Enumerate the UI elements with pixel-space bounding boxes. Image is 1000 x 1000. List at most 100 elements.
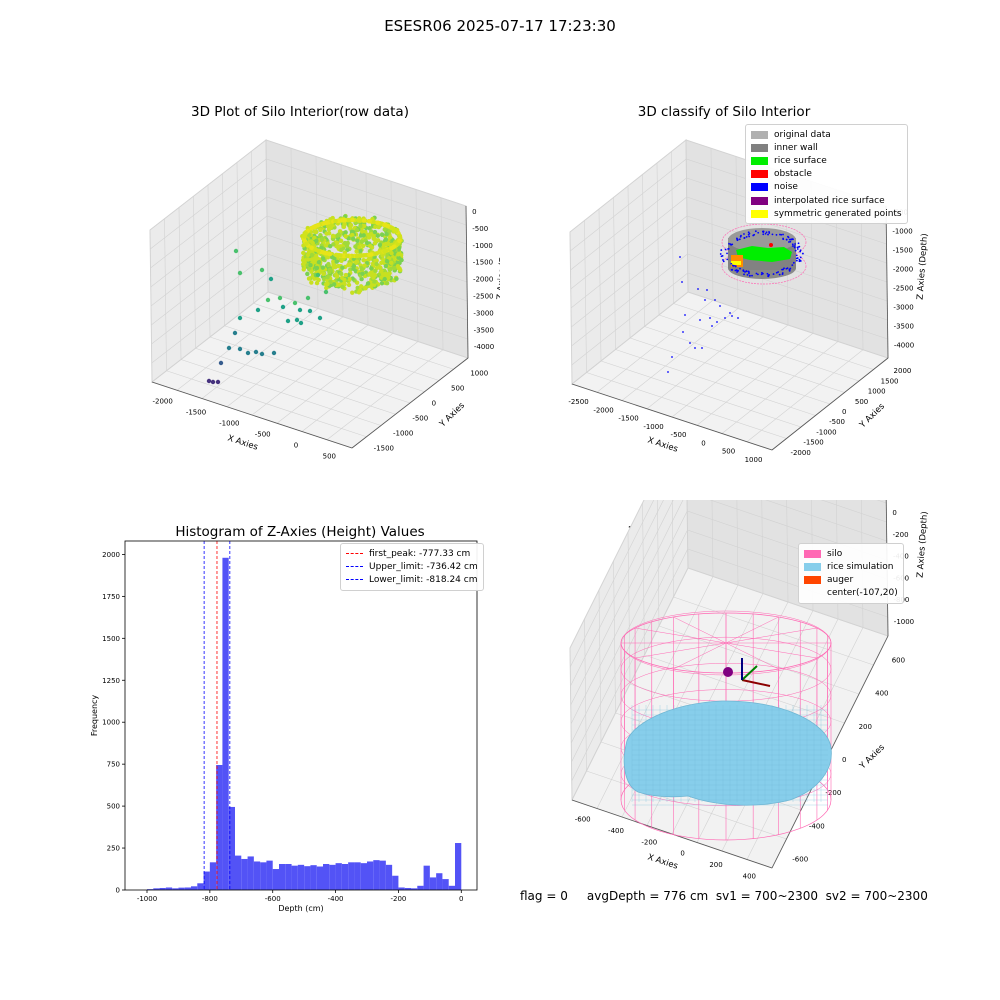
grid-line	[570, 500, 887, 706]
noise-point	[751, 274, 753, 277]
noise-point	[735, 269, 738, 271]
data-point	[367, 219, 372, 224]
data-point	[396, 255, 401, 260]
data-point	[309, 245, 314, 250]
z-tick-label: -3500	[894, 323, 914, 331]
data-point	[339, 271, 344, 277]
noise-point	[755, 272, 758, 275]
legend-entry: silo	[804, 547, 898, 560]
legend-label: rice surface	[774, 155, 827, 166]
data-point	[342, 222, 347, 227]
histogram-bar	[436, 873, 443, 890]
y-tick-label: 1000	[868, 388, 886, 396]
y-tick-label: 400	[875, 690, 888, 698]
noise-point	[740, 234, 742, 237]
legend-label: interpolated rice surface	[774, 195, 885, 206]
x-tick-label: -1500	[618, 415, 638, 423]
data-point	[350, 290, 355, 295]
data-point	[392, 266, 397, 271]
panel2-legend: original data inner wall rice surface ob…	[745, 124, 908, 225]
data-point	[350, 217, 355, 223]
data-point	[382, 227, 387, 232]
x-axis-label: X Axies	[646, 852, 679, 871]
data-point	[259, 267, 265, 273]
data-point	[301, 262, 307, 267]
data-point	[331, 233, 336, 239]
noise-point	[787, 236, 790, 239]
histogram-bar	[266, 860, 273, 890]
histogram-bar	[165, 887, 173, 890]
x-tick-label: 0	[701, 439, 705, 447]
y-tick-label: -500	[829, 418, 845, 426]
data-point	[387, 235, 393, 240]
data-point	[307, 308, 313, 314]
noise-point	[722, 259, 724, 261]
histogram-bar	[272, 869, 279, 890]
y-tick-label: 500	[855, 398, 868, 406]
histogram-bar	[235, 855, 242, 890]
y-tick-label: 0	[432, 400, 436, 408]
data-point	[305, 257, 311, 262]
noise-point	[792, 261, 795, 264]
noise-point	[689, 342, 691, 344]
x-tick-label: -600	[575, 816, 591, 824]
noise-point	[757, 231, 760, 234]
histogram-bar	[209, 862, 217, 890]
x-tick-label: 500	[722, 448, 735, 456]
histogram-bar	[341, 863, 349, 890]
rice-simulation-surface	[623, 700, 832, 806]
y-tick-label: 2000	[102, 551, 120, 559]
z-tick-label: -1500	[893, 247, 913, 255]
noise-point	[794, 249, 797, 252]
data-point	[305, 295, 311, 301]
data-point	[387, 267, 393, 272]
grid-line	[642, 174, 645, 327]
data-point	[372, 272, 378, 278]
legend-entry: interpolated rice surface	[751, 194, 902, 207]
y-tick-label: 1750	[102, 593, 120, 601]
noise-point	[765, 231, 768, 234]
data-point	[338, 244, 343, 249]
histogram-bar	[241, 858, 248, 890]
noise-point	[729, 312, 731, 314]
z-tick-label: -3500	[474, 326, 494, 334]
legend-label: first_peak: -777.33 cm	[369, 548, 471, 559]
data-point	[356, 244, 362, 250]
grid-line	[570, 500, 888, 725]
histogram-bar	[442, 879, 449, 890]
data-point	[324, 251, 329, 256]
data-point	[359, 229, 365, 234]
histogram-bar	[385, 864, 393, 890]
noise-point	[720, 249, 723, 251]
histogram-bar	[423, 865, 430, 890]
legend-entry: original data	[751, 128, 902, 141]
swatch-inner-wall	[751, 143, 768, 152]
grid-line	[644, 326, 845, 393]
x-tick-label: 0	[294, 442, 298, 450]
data-point	[396, 265, 402, 271]
data-point	[313, 253, 319, 258]
grid-line	[440, 197, 444, 350]
histogram-bar	[417, 885, 424, 890]
data-point	[309, 239, 314, 244]
data-point	[357, 288, 363, 293]
x-tick-label: -1500	[186, 409, 206, 417]
legend-entry: noise	[751, 181, 902, 194]
panel1-3d-raw-plot: -2000 -1500 -1000 -500 0 500 -1500 -1000 -500 0 50…	[149, 138, 500, 461]
histogram-bar	[253, 861, 261, 890]
z-tick-label: -1500	[473, 259, 493, 267]
data-point	[309, 269, 314, 274]
grid-line	[569, 500, 887, 668]
data-point	[342, 240, 348, 246]
data-point	[343, 234, 348, 239]
data-point	[237, 346, 243, 352]
data-point	[396, 247, 401, 252]
histogram-bar	[291, 865, 298, 890]
y-axis-line	[351, 357, 469, 449]
x-tick-label: -800	[202, 895, 218, 903]
y-tick-label: 1250	[102, 677, 120, 685]
data-point	[315, 248, 321, 253]
histogram-bar	[203, 871, 210, 890]
data-point	[369, 231, 374, 237]
y-axis-label: Y Axies	[857, 742, 887, 772]
